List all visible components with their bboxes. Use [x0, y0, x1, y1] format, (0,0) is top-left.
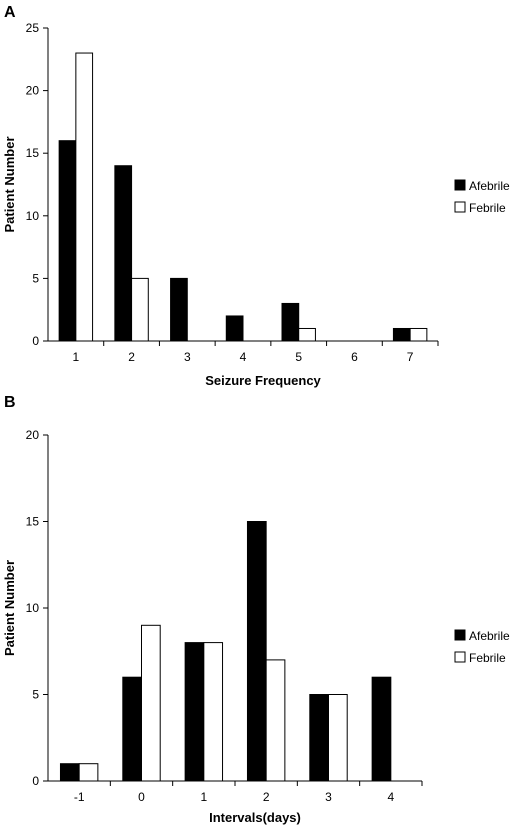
panel-a-bar-afebrile: [281, 302, 300, 342]
panel-b-x-tick-label: -1: [74, 790, 85, 804]
panel-a-bar-afebrile: [225, 315, 244, 342]
panel-b-x-tick-label: 1: [200, 790, 207, 804]
panel-a-legend-label-febrile: Febrile: [469, 201, 506, 215]
panel-a-letter: A: [4, 4, 16, 21]
panel-b-legend-swatch-afebrile: [454, 629, 466, 641]
panel-a-y-tick-label: 5: [32, 271, 39, 285]
panel-a-x-tick-label: 4: [240, 350, 247, 364]
panel-b-y-tick-label: 10: [26, 601, 40, 615]
panel-b-bar-febrile: [328, 694, 348, 782]
panel-a-legend-swatch-afebrile: [454, 179, 466, 191]
panel-a-bar-febrile: [298, 327, 316, 342]
panel-b-bar-afebrile: [371, 676, 392, 782]
panel-a-x-axis-title: Seizure Frequency: [205, 373, 321, 388]
panel-b-x-tick-label: 0: [138, 790, 145, 804]
panel-b-legend-swatch-febrile: [454, 651, 466, 663]
panel-a-y-tick-label: 10: [26, 209, 40, 223]
panel-a-x-tick-label: 7: [407, 350, 414, 364]
panel-a-bar-febrile: [75, 52, 94, 342]
panel-b-bar-febrile: [141, 624, 161, 782]
panel-a-y-tick-label: 15: [26, 146, 40, 160]
panel-b-bar-afebrile: [309, 694, 329, 782]
panel-a-y-tick-label: 20: [26, 84, 40, 98]
panel-a-x-tick-label: 5: [295, 350, 302, 364]
panel-a-bar-afebrile: [170, 277, 188, 342]
panel-a-x-tick-label: 2: [128, 350, 135, 364]
panel-a-x-tick-label: 1: [73, 350, 80, 364]
panel-a-bar-febrile: [131, 277, 149, 342]
panel-a-bar-afebrile: [114, 165, 133, 342]
panel-b-x-tick-label: 3: [325, 790, 332, 804]
panel-b-x-tick-label: 2: [263, 790, 270, 804]
panel-b-bar-febrile: [265, 659, 286, 782]
panel-b-letter: B: [4, 394, 16, 411]
panel-a-bar-afebrile: [58, 140, 77, 342]
panel-a-legend-swatch-febrile: [454, 201, 466, 213]
panel-a-legend-label-afebrile: Afebrile: [469, 179, 510, 193]
panel-b-y-tick-label: 0: [32, 774, 39, 788]
panel-b-bar-afebrile: [122, 676, 143, 782]
panel-b-bar-febrile: [78, 763, 99, 782]
panel-b-bar-afebrile: [246, 521, 267, 782]
panel-b-y-tick-label: 15: [26, 515, 40, 529]
panel-a-bar-afebrile: [392, 327, 411, 342]
panel-a-y-axis-title: Patient Number: [2, 136, 17, 232]
panel-b-bar-afebrile: [184, 642, 205, 782]
panel-a-bar-febrile: [409, 327, 428, 342]
panel-b-bar-afebrile: [59, 763, 80, 782]
panel-b-y-tick-label: 5: [32, 688, 39, 702]
panel-a-y-tick-label: 0: [32, 334, 39, 348]
panel-b-x-axis-title: Intervals(days): [209, 810, 301, 825]
panel-b-legend-label-afebrile: Afebrile: [469, 629, 510, 643]
panel-a-x-tick-label: 6: [351, 350, 358, 364]
panel-b-y-axis-title: Patient Number: [2, 560, 17, 656]
panel-b-x-tick-label: 4: [387, 790, 394, 804]
panel-b-bar-febrile: [203, 642, 224, 782]
panel-a-y-tick-label: 25: [26, 21, 40, 35]
panel-a-x-tick-label: 3: [184, 350, 191, 364]
panel-b-y-tick-label: 20: [26, 428, 40, 442]
panel-b-legend-label-febrile: Febrile: [469, 651, 506, 665]
